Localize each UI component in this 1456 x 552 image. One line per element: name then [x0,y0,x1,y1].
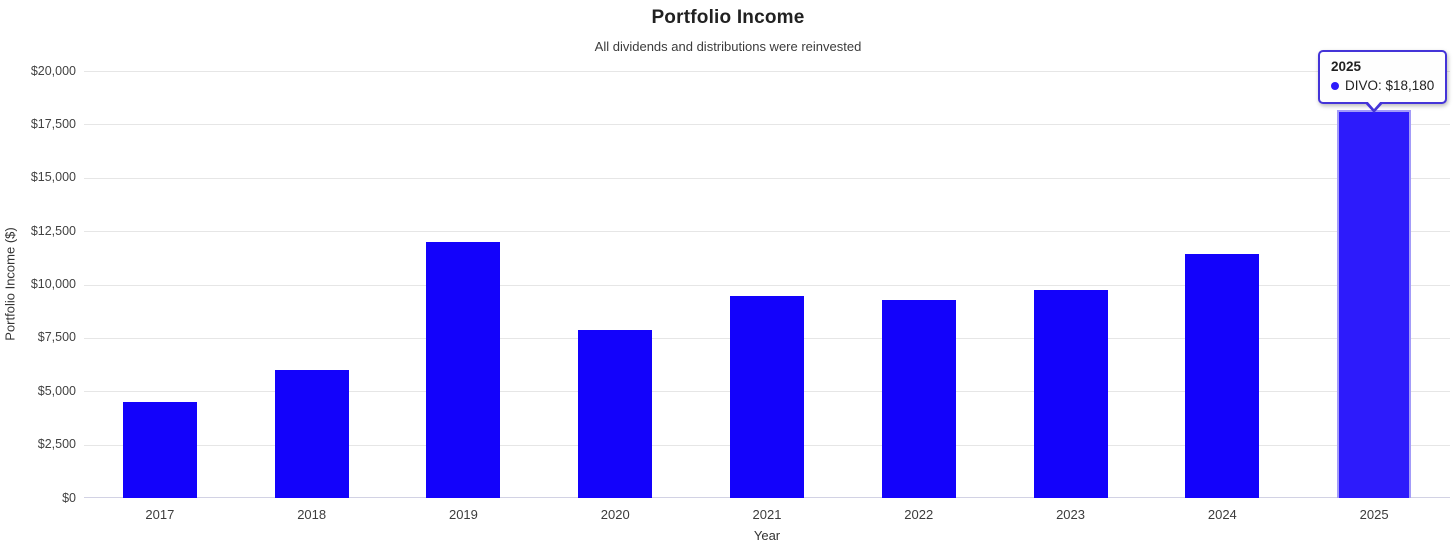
x-tick-label-2018: 2018 [297,507,327,522]
y-tick-label: $5,000 [37,383,76,398]
bar-2021[interactable] [730,296,804,498]
gridline-15000 [84,177,1450,179]
bar-2024[interactable] [1185,254,1260,498]
x-tick-label-2022: 2022 [904,507,934,522]
x-tick-label-2025: 2025 [1359,507,1389,522]
y-tick-label: $7,500 [37,330,76,345]
tooltip: 2025 DIVO: $18,180 [1318,50,1448,113]
bar-2023[interactable] [1033,290,1108,498]
chart-title: Portfolio Income [651,7,805,28]
tooltip-year: 2025 [1331,59,1362,74]
x-axis-title: Year [753,528,781,543]
y-tick-label: $20,000 [30,63,76,78]
bar-2025[interactable] [1337,109,1412,498]
tooltip-value: DIVO: $18,180 [1345,78,1435,93]
y-tick-label: $15,000 [30,170,76,185]
bar-2018[interactable] [274,369,349,498]
x-tick-label-2024: 2024 [1207,507,1237,522]
x-tick-label-2020: 2020 [600,507,630,522]
bar-2019[interactable] [426,242,501,498]
bar-2022[interactable] [881,300,956,498]
bar-2017[interactable] [122,401,197,498]
x-tick-label-2023: 2023 [1056,507,1085,522]
tooltip-entry: DIVO: $18,180 [1331,76,1434,95]
gridline-10000 [84,284,1450,286]
series-dot-icon [1331,81,1339,90]
x-tick-label-2019: 2019 [448,507,478,522]
x-tick-label-2017: 2017 [145,507,175,522]
bar-2020[interactable] [578,329,653,498]
y-tick-label: $17,500 [30,116,76,131]
x-tick-label-2021: 2021 [752,507,782,522]
y-tick-label: $0 [62,490,76,505]
gridline-17500 [84,124,1450,126]
y-tick-label: $12,500 [30,223,76,238]
plot-area [84,71,1450,498]
gridline-12500 [84,231,1450,233]
y-tick-label: $2,500 [37,437,76,452]
chart-subtitle: All dividends and distributions were rei… [594,39,862,54]
y-tick-label: $10,000 [30,277,76,291]
gridline-20000 [84,71,1450,72]
